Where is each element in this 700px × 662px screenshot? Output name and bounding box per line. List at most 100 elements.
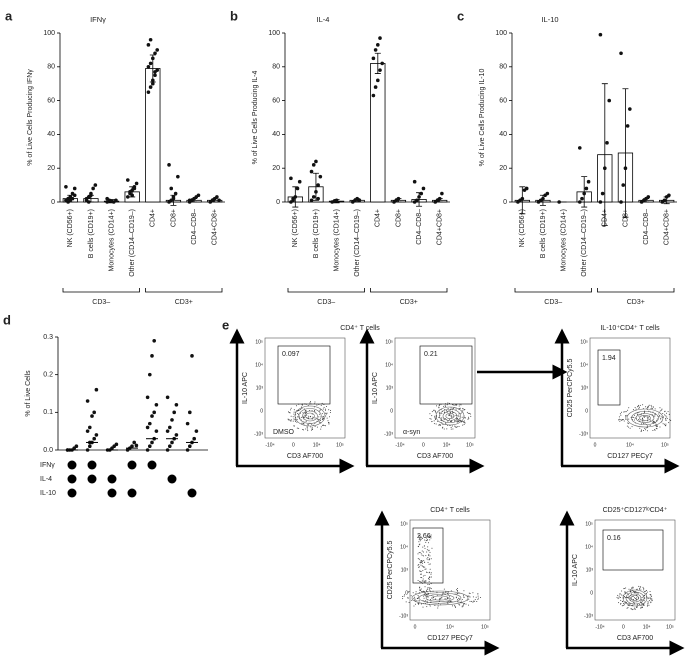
event-dot [418, 564, 420, 566]
event-dot [469, 600, 471, 602]
y-tick-label: 10⁴ [385, 362, 393, 368]
event-dot [665, 423, 667, 425]
event-dot [426, 558, 428, 560]
data-point [150, 414, 154, 418]
event-dot [627, 604, 629, 606]
event-dot [628, 605, 630, 607]
event-dot [301, 407, 303, 409]
data-point [150, 440, 154, 445]
event-dot [312, 424, 314, 426]
event-dot [649, 424, 651, 426]
event-dot [417, 545, 419, 547]
event-dot [656, 425, 658, 427]
data-point [662, 198, 667, 203]
event-dot [460, 404, 462, 406]
event-dot [421, 580, 423, 582]
event-dot [650, 602, 652, 604]
event-dot [628, 407, 630, 409]
data-point [185, 421, 190, 426]
event-dot [413, 597, 415, 599]
event-dot [647, 406, 649, 408]
data-point [148, 421, 152, 426]
event-dot [644, 429, 646, 431]
event-dot [647, 405, 649, 407]
event-dot [645, 415, 647, 417]
event-dot [311, 428, 313, 430]
event-dot [622, 600, 624, 602]
x-tick-label: 0 [622, 624, 625, 630]
event-dot [424, 580, 426, 582]
data-point [577, 146, 582, 150]
event-dot [477, 595, 479, 597]
x-tick-label: CD8+ [395, 209, 402, 227]
event-dot [449, 598, 451, 600]
event-dot [307, 417, 309, 419]
event-dot [420, 588, 422, 590]
y-tick-label: -10³ [384, 431, 393, 437]
event-dot [652, 429, 654, 431]
x-tick-label: 10⁴ [626, 442, 634, 448]
event-dot [429, 555, 431, 557]
data-point [92, 436, 96, 441]
event-dot [421, 577, 423, 579]
matrix-dot [87, 474, 97, 484]
event-dot [648, 604, 650, 606]
event-dot [643, 416, 645, 418]
event-dot [640, 605, 642, 607]
data-point [619, 200, 623, 204]
event-dot [656, 426, 658, 428]
event-dot [643, 430, 645, 432]
event-dot [326, 405, 328, 407]
event-dot [633, 592, 635, 594]
event-dot [419, 540, 421, 542]
data-point [145, 395, 150, 400]
event-dot [467, 412, 469, 414]
event-dot [424, 586, 426, 588]
event-dot [419, 552, 421, 554]
event-dot [314, 410, 316, 412]
event-dot [621, 605, 623, 607]
event-dot [322, 408, 324, 410]
event-dot [419, 586, 421, 588]
event-dot [641, 602, 643, 604]
event-dot [417, 594, 419, 596]
x-tick-label: -10⁴ [265, 442, 274, 448]
data-point [93, 183, 98, 187]
event-dot [631, 587, 633, 589]
event-dot [627, 422, 629, 424]
y-axis-label: % of Live Cells Producing IL-4 [252, 71, 259, 165]
event-dot [420, 581, 422, 583]
event-dot [429, 417, 431, 419]
data-point [318, 174, 323, 179]
matrix-dot [107, 488, 117, 498]
event-dot [423, 595, 425, 597]
event-dot [408, 591, 410, 593]
y-tick-label: 10⁴ [580, 362, 588, 368]
y-tick-label: 100 [268, 30, 280, 37]
data-point [172, 410, 176, 415]
contour [626, 408, 664, 428]
event-dot [643, 589, 645, 591]
data-point [625, 124, 630, 128]
event-dot [422, 562, 424, 564]
contour [305, 412, 315, 420]
event-dot [438, 424, 440, 426]
event-dot [639, 601, 641, 603]
event-dot [421, 550, 423, 552]
event-dot [328, 423, 330, 425]
matrix-dot [67, 474, 77, 484]
event-dot [292, 420, 294, 422]
data-point [105, 196, 109, 201]
event-dot [650, 404, 652, 406]
event-dot [323, 424, 325, 426]
event-dot [627, 603, 629, 605]
group-label: CD3– [544, 299, 562, 306]
data-point [600, 191, 605, 196]
y-tick-label: 0.3 [43, 334, 53, 341]
row-label: IL-10 [40, 490, 56, 497]
event-dot [455, 426, 457, 428]
event-dot [634, 414, 636, 416]
error-bar [601, 83, 608, 227]
y-tick-label: 100 [43, 30, 55, 37]
event-dot [426, 591, 428, 593]
